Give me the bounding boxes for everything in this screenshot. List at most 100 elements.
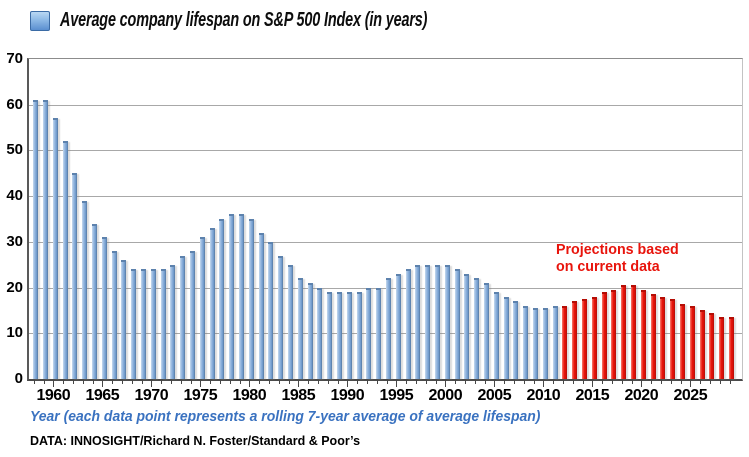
bar xyxy=(189,251,196,379)
bar xyxy=(170,264,176,379)
x-axis-tick xyxy=(455,380,457,384)
bar xyxy=(366,287,372,379)
bar xyxy=(474,278,480,379)
x-axis-tick xyxy=(170,380,172,384)
x-axis-tick xyxy=(621,380,623,384)
x-axis-tick xyxy=(562,380,564,384)
x-axis-tick-label: 2010 xyxy=(526,387,561,404)
x-axis-tick xyxy=(406,380,408,384)
gridline xyxy=(29,104,742,106)
projection-annotation: Projections based on current data xyxy=(556,241,679,275)
bar xyxy=(297,278,303,379)
bar xyxy=(542,308,548,379)
bar xyxy=(121,260,127,379)
bar xyxy=(513,301,519,379)
bar xyxy=(258,232,264,379)
bar xyxy=(111,251,117,379)
x-axis-tick xyxy=(494,380,496,387)
bar xyxy=(199,237,205,379)
y-axis-tick-label: 40 xyxy=(6,187,23,205)
bar xyxy=(415,264,421,379)
bar xyxy=(287,264,294,379)
x-axis-tick xyxy=(415,380,417,384)
y-axis-tick-label: 50 xyxy=(6,141,23,159)
bar xyxy=(160,269,166,379)
x-axis-tick xyxy=(288,380,290,384)
x-axis-tick-label: 2025 xyxy=(673,387,708,404)
bar xyxy=(532,308,539,379)
y-axis-tick-label: 20 xyxy=(6,278,23,296)
bar xyxy=(601,292,607,379)
bar xyxy=(140,269,147,379)
y-axis-tick-label: 10 xyxy=(6,324,23,342)
gridline xyxy=(29,287,742,289)
x-axis-tick xyxy=(513,380,515,384)
bar xyxy=(317,287,323,379)
x-axis-tick xyxy=(317,380,319,384)
bar xyxy=(248,219,254,379)
y-axis-tick-label: 70 xyxy=(6,50,23,67)
x-axis-tick xyxy=(112,380,114,384)
x-axis-tick-label: 2005 xyxy=(477,387,512,404)
x-axis-tick xyxy=(357,380,359,384)
x-axis-tick xyxy=(533,380,535,384)
x-axis-tick xyxy=(582,380,584,384)
x-axis-tick xyxy=(484,380,486,384)
bar xyxy=(356,292,362,379)
x-axis-tick-label: 2015 xyxy=(575,387,610,404)
data-source: DATA: INNOSIGHT/Richard N. Foster/Standa… xyxy=(30,434,361,448)
chart-header: Average company lifespan on S&P 500 Inde… xyxy=(30,9,570,32)
x-axis-tick xyxy=(504,380,506,384)
x-axis-tick xyxy=(445,380,447,387)
bar xyxy=(101,237,107,379)
plot-area xyxy=(27,58,743,381)
x-axis-tick xyxy=(572,380,574,384)
x-axis-tick xyxy=(464,380,466,384)
y-axis-tick-label: 0 xyxy=(14,370,23,387)
x-axis-tick xyxy=(308,380,310,384)
x-axis-tick xyxy=(631,380,633,384)
x-axis-tick xyxy=(425,380,427,384)
bar xyxy=(493,292,499,379)
x-axis-tick xyxy=(259,380,261,384)
bar xyxy=(131,269,137,379)
bar xyxy=(385,278,392,379)
projection-annotation-line2: on current data xyxy=(556,258,660,275)
bar xyxy=(238,214,245,379)
x-axis-tick xyxy=(553,380,555,384)
bar xyxy=(719,317,725,379)
x-axis-tick xyxy=(651,380,653,384)
bar xyxy=(42,100,49,379)
x-axis-tick xyxy=(53,380,55,387)
bar xyxy=(660,296,666,379)
x-axis-tick xyxy=(33,380,35,384)
bar xyxy=(219,219,225,379)
y-axis-tick-label: 30 xyxy=(6,232,23,250)
x-axis-tick xyxy=(660,380,662,384)
bar xyxy=(689,305,695,379)
bar xyxy=(268,241,274,379)
bar xyxy=(52,118,58,379)
x-axis-tick-label: 1980 xyxy=(232,387,267,404)
bar xyxy=(581,299,588,379)
legend-color-swatch-icon xyxy=(30,11,50,31)
x-axis-tick xyxy=(709,380,711,384)
x-axis-tick xyxy=(396,380,398,387)
x-axis-tick xyxy=(680,380,682,384)
x-axis-tick-label: 1965 xyxy=(85,387,120,404)
x-axis-tick xyxy=(337,380,339,384)
bar xyxy=(209,228,215,379)
bar xyxy=(33,100,39,379)
x-axis-tick-label: 2020 xyxy=(624,387,659,404)
bar xyxy=(483,283,490,379)
bar xyxy=(444,264,450,379)
x-axis-tick xyxy=(92,380,94,384)
x-axis-tick xyxy=(239,380,241,384)
bar xyxy=(376,287,382,379)
x-axis-tick xyxy=(376,380,378,384)
x-axis-tick xyxy=(161,380,163,384)
x-axis-tick xyxy=(278,380,280,384)
x-axis: 1960 1965 1970 1975 1980 1985 1990 1995 2000 2005… xyxy=(27,380,740,406)
x-axis-tick xyxy=(474,380,476,384)
bar xyxy=(640,289,646,379)
